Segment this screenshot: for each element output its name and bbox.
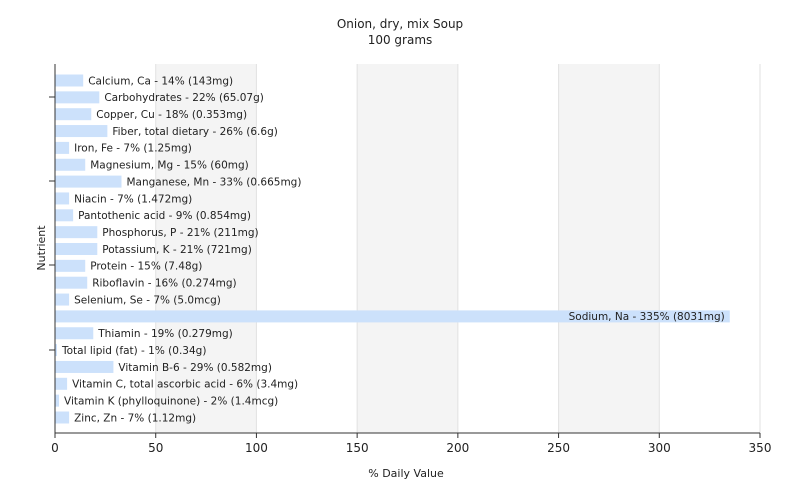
bar [55, 411, 70, 424]
bar-label: Total lipid (fat) - 1% (0.34g) [61, 345, 206, 357]
bar-label: Thiamin - 19% (0.279mg) [97, 328, 233, 340]
bar-label: Riboflavin - 16% (0.274mg) [92, 278, 236, 290]
chart-subtitle: 100 grams [368, 33, 433, 47]
bar-label: Vitamin B-6 - 29% (0.582mg) [118, 362, 272, 374]
x-tick-label: 50 [148, 441, 163, 455]
bar [55, 259, 86, 272]
bar [55, 175, 122, 188]
bar-label: Iron, Fe - 7% (1.25mg) [74, 143, 192, 155]
bar-label: Niacin - 7% (1.472mg) [74, 193, 192, 205]
bars: Calcium, Ca - 14% (143mg) Carbohydrates -… [55, 74, 730, 424]
x-axis-label: % Daily Value [368, 467, 444, 480]
bar-label: Fiber, total dietary - 26% (6.6g) [112, 126, 277, 138]
bar [55, 125, 108, 138]
axes: 0 50 100 150 200 250 300 350 [49, 64, 771, 455]
bar [55, 276, 88, 289]
bar [55, 91, 100, 104]
gridlines [55, 64, 761, 433]
x-tick-label: 200 [446, 441, 469, 455]
bar [55, 209, 74, 222]
bar [55, 360, 114, 373]
bar [55, 243, 98, 255]
bar [55, 377, 68, 390]
bar [55, 226, 98, 239]
bar-label: Copper, Cu - 18% (0.353mg) [96, 109, 247, 121]
bar-label: Potassium, K - 21% (721mg) [102, 244, 252, 256]
bar-label: Pantothenic acid - 9% (0.854mg) [78, 210, 251, 222]
grid-band [558, 64, 660, 433]
x-tick-label: 250 [547, 441, 570, 455]
bar-label: Selenium, Se - 7% (5.0mcg) [74, 294, 221, 306]
grid-band [256, 64, 358, 433]
y-axis-label: Nutrient [35, 225, 48, 271]
grid-band [357, 64, 458, 433]
bar [55, 74, 84, 87]
bar [55, 394, 60, 407]
grid-band [659, 64, 760, 433]
bar [55, 293, 70, 306]
bar [55, 192, 70, 205]
grid-band [155, 64, 257, 433]
bar-label: Zinc, Zn - 7% (1.12mg) [74, 412, 196, 424]
bar-label: Sodium, Na - 335% (8031mg) [569, 311, 725, 323]
bar [55, 344, 58, 357]
x-tick-label: 0 [51, 441, 59, 455]
x-tick-label: 300 [648, 441, 671, 455]
bar-label: Manganese, Mn - 33% (0.665mg) [126, 176, 301, 188]
x-tick-label: 100 [245, 441, 268, 455]
grid-band [457, 64, 559, 433]
bar [55, 327, 94, 340]
bar-label: Phosphorus, P - 21% (211mg) [102, 227, 258, 239]
bar-label: Protein - 15% (7.48g) [90, 261, 202, 273]
bar [55, 141, 70, 154]
chart-title: Onion, dry, mix Soup [337, 17, 463, 31]
bar-label: Calcium, Ca - 14% (143mg) [88, 75, 233, 87]
bar [55, 158, 86, 171]
bar [55, 108, 92, 121]
bar-label: Vitamin C, total ascorbic acid - 6% (3.4… [72, 379, 298, 391]
x-tick-label: 350 [749, 441, 772, 455]
bar [55, 310, 730, 323]
x-tick-label: 150 [346, 441, 369, 455]
bar-label: Carbohydrates - 22% (65.07g) [104, 92, 264, 104]
bar-label: Vitamin K (phylloquinone) - 2% (1.4mcg) [64, 395, 278, 407]
bar-label: Magnesium, Mg - 15% (60mg) [90, 160, 249, 172]
